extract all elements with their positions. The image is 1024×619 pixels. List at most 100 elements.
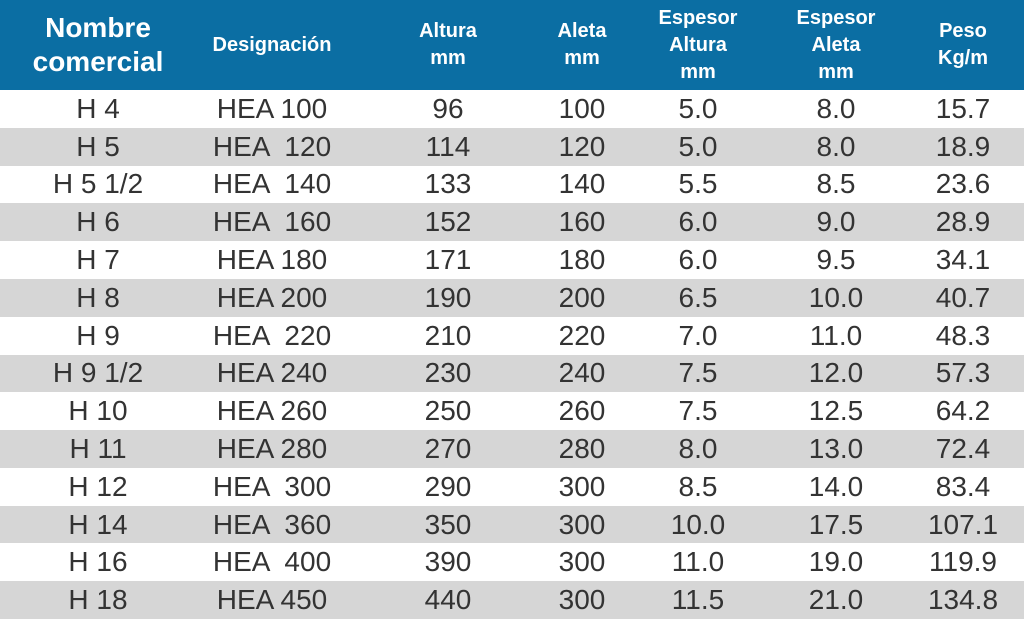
table-cell: H 9 1/2 <box>52 357 144 389</box>
table-cell: H 5 <box>76 130 120 162</box>
table-cell: H 11 <box>69 432 127 464</box>
table-cell: 8.0 <box>816 92 856 124</box>
table-cell: 240 <box>558 357 606 389</box>
header-cell: Aleta mm <box>557 20 607 69</box>
table-cell: H 9 <box>76 319 120 351</box>
table-cell: 5.5 <box>678 168 718 200</box>
table-cell: 5.0 <box>678 130 718 162</box>
table-cell: 11.0 <box>671 546 725 578</box>
table-cell: 8.0 <box>678 432 718 464</box>
header-cell: Nombre comercial <box>32 12 164 77</box>
table-cell: 152 <box>424 206 472 238</box>
table-cell: 260 <box>558 395 606 427</box>
table-row: H 10 HEA 260 250 260 7.5 12.5 64.2 <box>0 392 1024 430</box>
table-cell: H 7 <box>76 244 120 276</box>
table-cell: 6.0 <box>678 206 718 238</box>
table-cell: HEA 220 <box>212 319 332 351</box>
table-cell: 160 <box>558 206 606 238</box>
table-row: H 11 HEA 280 270 280 8.0 13.0 72.4 <box>0 430 1024 468</box>
table-cell: 9.0 <box>816 206 856 238</box>
table-cell: 13.0 <box>808 432 864 464</box>
table-row: H 5 1/2 HEA 140 133 140 5.5 8.5 23.6 <box>0 166 1024 204</box>
table-cell: 7.5 <box>678 357 718 389</box>
table-cell: 171 <box>424 244 472 276</box>
table-cell: HEA 280 <box>216 432 328 464</box>
table-cell: H 14 <box>68 508 128 540</box>
table-cell: H 16 <box>68 546 128 578</box>
table-cell: HEA 260 <box>216 395 328 427</box>
table-cell: 133 <box>424 168 472 200</box>
table-cell: 9.5 <box>816 244 856 276</box>
table-cell: 18.9 <box>935 130 991 162</box>
table-row: H 16 HEA 400 390 300 11.0 19.0 119.9 <box>0 543 1024 581</box>
table-row: H 8 HEA 200 190 200 6.5 10.0 40.7 <box>0 278 1024 317</box>
table-cell: 100 <box>558 92 606 124</box>
table-cell: HEA 300 <box>212 470 332 502</box>
table-cell: 290 <box>424 470 472 502</box>
header-row: Nombre comercial Designación Altura mm Alet… <box>0 0 1024 90</box>
table-cell: 120 <box>558 130 606 162</box>
table-cell: 28.9 <box>935 206 991 238</box>
table-cell: H 12 <box>68 470 128 502</box>
table-cell: 72.4 <box>935 432 991 464</box>
table-cell: 6.5 <box>678 281 718 313</box>
header-cell: Altura mm <box>419 20 477 69</box>
table-cell: H 4 <box>76 92 120 124</box>
table-cell: 140 <box>558 168 606 200</box>
table-cell: 8.5 <box>678 470 718 502</box>
table-cell: H 18 <box>68 584 128 616</box>
table-row: H 6 HEA 160 152 160 6.0 9.0 28.9 <box>0 203 1024 242</box>
table-cell: 10.0 <box>808 281 864 313</box>
table-cell: 200 <box>558 281 606 313</box>
table-cell: 21.0 <box>808 584 864 616</box>
table-cell: 440 <box>424 584 472 616</box>
table-cell: 96 <box>432 92 464 124</box>
table-cell: 390 <box>424 546 472 578</box>
table-cell: 180 <box>558 244 606 276</box>
table-cell: 12.5 <box>808 395 864 427</box>
table-cell: 190 <box>424 281 472 313</box>
table-cell: 19.0 <box>808 546 864 578</box>
table-row: H 9 HEA 220 210 220 7.0 11.0 48.3 <box>0 317 1024 355</box>
table-cell: H 6 <box>76 206 120 238</box>
table-cell: 64.2 <box>935 395 991 427</box>
table-cell: 134.8 <box>927 584 999 616</box>
table-row: H 14 HEA 360 350 300 10.0 17.5 107.1 <box>0 505 1024 544</box>
table-cell: 230 <box>424 357 472 389</box>
table-row: H 7 HEA 180 171 180 6.0 9.5 34.1 <box>0 241 1024 279</box>
table-row: H 18 HEA 450 440 300 11.5 21.0 134.8 <box>0 581 1024 619</box>
table-cell: 17.5 <box>808 508 864 540</box>
table-cell: 300 <box>558 584 606 616</box>
table-cell: 5.0 <box>678 92 718 124</box>
table-row: H 12 HEA 300 290 300 8.5 14.0 83.4 <box>0 468 1024 506</box>
table-cell: 23.6 <box>935 168 991 200</box>
header-cell: Peso Kg/m <box>938 20 988 69</box>
table-cell: 7.0 <box>678 319 718 351</box>
table-row: H 4 HEA 100 96 100 5.0 8.0 15.7 <box>0 90 1024 128</box>
header-cell: Espesor Aleta mm <box>796 6 876 83</box>
table-cell: HEA 100 <box>216 92 328 124</box>
table-cell: HEA 450 <box>216 584 328 616</box>
table-cell: 270 <box>424 432 472 464</box>
table-cell: HEA 180 <box>216 244 328 276</box>
table-cell: 11.0 <box>809 319 863 351</box>
table-cell: 34.1 <box>935 244 991 276</box>
table-cell: 83.4 <box>935 470 991 502</box>
header-cell: Espesor Altura mm <box>658 6 738 83</box>
table-cell: 14.0 <box>808 470 864 502</box>
table-cell: 250 <box>424 395 472 427</box>
table-cell: HEA 240 <box>216 357 328 389</box>
table-cell: HEA 120 <box>212 130 332 162</box>
table-cell: HEA 360 <box>212 508 332 540</box>
table-cell: 119.9 <box>929 546 997 578</box>
table-cell: 10.0 <box>670 508 726 540</box>
table-cell: H 8 <box>76 281 120 313</box>
table-cell: 280 <box>558 432 606 464</box>
table-cell: 15.7 <box>935 92 991 124</box>
table-cell: HEA 200 <box>216 281 328 313</box>
table-cell: 210 <box>424 319 472 351</box>
table-cell: 220 <box>558 319 606 351</box>
table-cell: HEA 400 <box>212 546 332 578</box>
table-cell: 48.3 <box>935 319 991 351</box>
